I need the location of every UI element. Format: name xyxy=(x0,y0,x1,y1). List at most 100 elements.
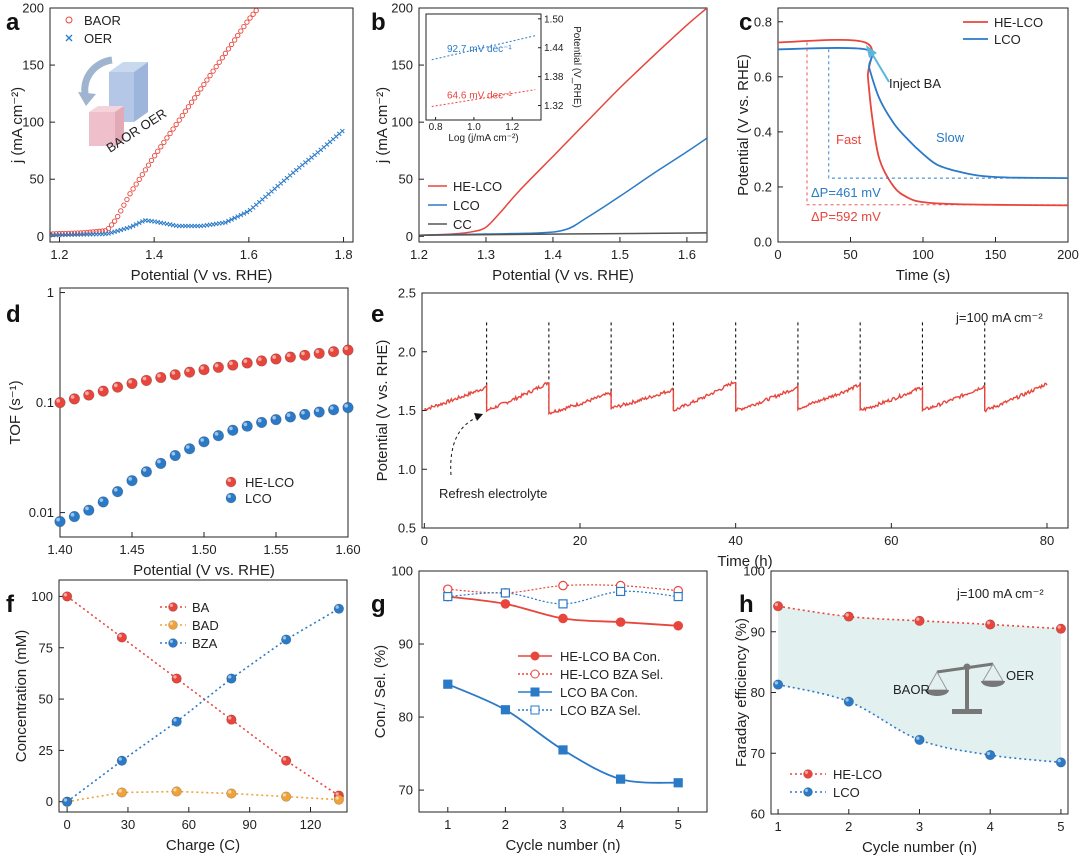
data-point xyxy=(116,755,127,766)
x-tick-label: 100 xyxy=(912,247,934,262)
legend-marker xyxy=(530,687,540,697)
scale-pan-left xyxy=(925,690,949,696)
x-tick-label: 1.45 xyxy=(119,542,144,557)
baor-point xyxy=(173,121,179,128)
data-point-highlight xyxy=(845,698,849,702)
x-tick-label: 150 xyxy=(985,247,1007,262)
legend-label: LCO xyxy=(453,198,480,213)
tof-point xyxy=(184,443,196,455)
inset: 0.8 1.0 1.2 1.32 1.38 1.44 1.50 Log (j/mA cm⁻²)… xyxy=(425,13,582,144)
data-point xyxy=(500,599,511,609)
oer-point xyxy=(244,209,250,215)
data-point xyxy=(673,778,683,788)
baor-point xyxy=(145,162,152,168)
baor-point xyxy=(247,15,253,21)
oer-point xyxy=(235,214,241,219)
x-tick-label: 2 xyxy=(845,819,852,834)
x-tick-label: 1.8 xyxy=(334,247,352,262)
y-tick-label: 150 xyxy=(22,58,44,73)
panel-b: 1.2 1.3 1.4 1.5 1.6 0 50 100 150 200 Potential (V … xyxy=(371,1,708,284)
baor-point xyxy=(201,81,207,88)
y-tick-label: 0.1 xyxy=(36,395,54,410)
data-point-highlight xyxy=(228,790,232,794)
plot-frame xyxy=(49,7,354,243)
panel-g: 1 2 3 4 5 70 80 90 100 Cycle number (n) Con./ Sel.… xyxy=(371,564,708,854)
oer-point xyxy=(241,211,247,216)
tof-point-highlight xyxy=(286,413,291,417)
y-tick-label: 70 xyxy=(751,746,765,761)
data-point xyxy=(281,755,292,766)
tof-point-highlight xyxy=(157,459,161,464)
data-point-highlight xyxy=(282,793,287,797)
legend-marker-highlight xyxy=(227,478,231,482)
y-tick-label: 0 xyxy=(406,229,413,244)
baor-point xyxy=(111,218,118,224)
legend-label: LCO xyxy=(245,491,272,506)
series-group xyxy=(419,8,707,236)
tof-point xyxy=(270,414,282,426)
dotted-line xyxy=(66,608,340,803)
tof-point-highlight xyxy=(243,422,248,427)
y-tick-label: 25 xyxy=(39,743,53,758)
baor-point xyxy=(167,130,173,137)
data-point-highlight xyxy=(1057,759,1061,763)
x-axis-label: Cycle number (n) xyxy=(505,837,620,854)
data-point xyxy=(985,619,996,630)
data-point-highlight xyxy=(774,681,779,685)
delta-lco-label: ΔP=461 mV xyxy=(811,185,881,200)
baor-point xyxy=(176,117,182,123)
x-tick-label: 1.4 xyxy=(145,247,163,262)
tof-point xyxy=(155,457,167,469)
tof-point-highlight xyxy=(214,431,219,436)
data-point-highlight xyxy=(335,792,339,796)
x-axis-label: Time (s) xyxy=(896,267,950,284)
tof-point-highlight xyxy=(171,451,176,456)
tof-point xyxy=(83,389,95,401)
y-tick-label: 0 xyxy=(46,794,53,809)
legend-label: BZA xyxy=(192,636,218,651)
tof-point xyxy=(342,344,354,356)
inset-x-axis-label: Log (j/mA cm⁻²) xyxy=(448,133,518,144)
data-point-highlight xyxy=(986,621,991,625)
data-point xyxy=(171,716,182,727)
tof-point-highlight xyxy=(301,351,305,356)
oer-point xyxy=(133,222,139,227)
x-tick-label: 1.40 xyxy=(47,542,72,557)
data-point xyxy=(333,794,344,805)
inset-x-tick-label: 0.8 xyxy=(429,122,443,133)
x-tick-label: 1.55 xyxy=(263,542,288,557)
tafel-line xyxy=(431,35,536,61)
data-point xyxy=(116,632,127,643)
baor-point xyxy=(151,153,158,159)
y-axis-label: Potential (V vs. RHE) xyxy=(735,54,752,196)
baor-point xyxy=(231,37,238,43)
baor-point xyxy=(219,55,225,61)
inset-y-tick-label: 1.44 xyxy=(544,43,564,54)
y-tick-label: 90 xyxy=(751,624,765,639)
series-bad xyxy=(62,786,344,807)
data-point-highlight xyxy=(916,736,920,740)
x-tick-label: 30 xyxy=(121,817,135,832)
tof-point xyxy=(212,430,224,442)
legend-label-baor: BAOR xyxy=(84,13,121,28)
panel-e: 0 20 40 60 80 0.5 1.0 1.5 2.0 2.5 Time (h) Potentia… xyxy=(371,286,1069,570)
oer-point xyxy=(127,224,133,230)
data-point xyxy=(443,591,453,602)
tof-point-highlight xyxy=(200,438,205,442)
y-tick-label: 150 xyxy=(391,58,413,73)
baor-point xyxy=(195,90,201,97)
tof-point xyxy=(83,504,95,516)
data-point-highlight xyxy=(118,789,122,793)
panel-label: e xyxy=(371,301,384,328)
dotted-line xyxy=(66,790,339,803)
pink-cube-top xyxy=(89,106,124,112)
y-tick-label: 90 xyxy=(399,637,413,652)
refresh-label: Refresh electrolyte xyxy=(439,486,547,501)
tof-point-highlight xyxy=(70,512,75,517)
x-tick-label: 1 xyxy=(774,819,781,834)
panel-label: b xyxy=(371,9,386,36)
tof-point xyxy=(256,416,268,429)
delta-guide-he xyxy=(806,42,1068,206)
tof-point-highlight xyxy=(272,415,276,420)
tof-point-highlight xyxy=(99,498,104,502)
